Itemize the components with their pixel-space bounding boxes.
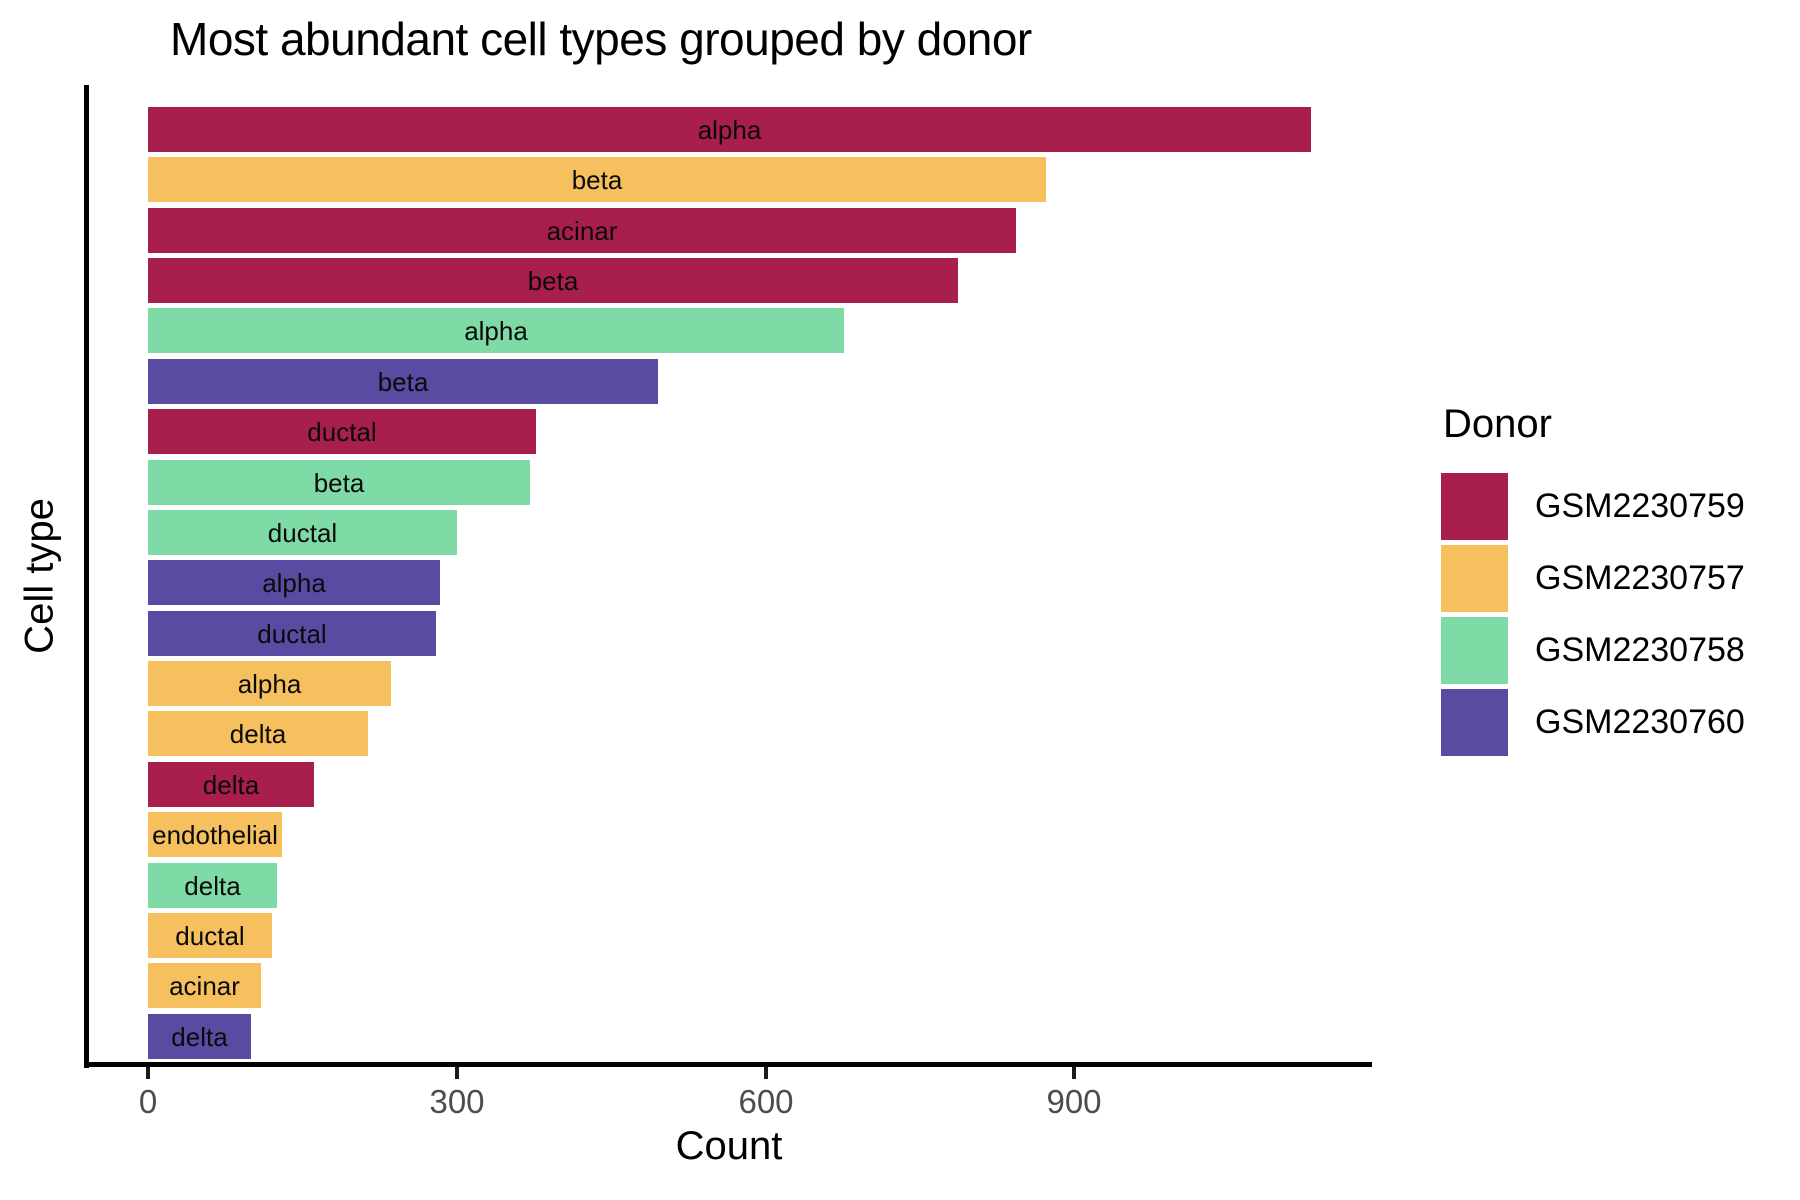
legend-swatch-GSM2230758: [1441, 617, 1508, 684]
bar-beta-GSM2230757: beta: [148, 157, 1046, 202]
bar-label: alpha: [262, 567, 326, 598]
bar-ductal-GSM2230757: ductal: [148, 913, 272, 958]
legend-title: Donor: [1443, 402, 1552, 446]
legend: Donor GSM2230759 GSM2230757 GSM2230758 GSM2…: [1441, 402, 1745, 761]
x-axis-line: [84, 1062, 1372, 1067]
legend-label: GSM2230757: [1535, 559, 1745, 597]
bar-delta-GSM2230760: delta: [148, 1014, 251, 1059]
bar-label: ductal: [267, 517, 338, 548]
bar-label: acinar: [169, 970, 240, 1001]
bar-label: beta: [313, 467, 365, 498]
bar-label: endothelial: [152, 819, 278, 850]
x-tick-mark-600: [764, 1067, 768, 1079]
bar-label: ductal: [175, 920, 245, 951]
bar-beta-GSM2230759: beta: [148, 258, 958, 303]
bar-delta-GSM2230757: delta: [148, 711, 368, 756]
bar-label: alpha: [464, 315, 528, 346]
legend-label: GSM2230759: [1535, 487, 1745, 525]
bar-label: delta: [202, 769, 260, 800]
bar-beta-GSM2230760: beta: [148, 359, 658, 404]
legend-items: GSM2230759 GSM2230757 GSM2230758 GSM2230760: [1441, 473, 1745, 756]
legend-swatch-GSM2230757: [1441, 545, 1508, 612]
x-tick-mark-900: [1072, 1067, 1076, 1079]
bar-label: beta: [571, 164, 623, 195]
x-tick-mark-0: [146, 1067, 150, 1079]
bar-ductal-GSM2230758: ductal: [148, 510, 457, 555]
bar-ductal-GSM2230759: ductal: [148, 409, 536, 454]
bar-label: beta: [377, 366, 429, 397]
bar-acinar-GSM2230759: acinar: [148, 208, 1016, 253]
bar-delta-GSM2230758: delta: [148, 863, 277, 908]
legend-item-GSM2230758: GSM2230758: [1441, 617, 1745, 684]
legend-label: GSM2230758: [1535, 631, 1745, 669]
legend-item-GSM2230760: GSM2230760: [1441, 689, 1745, 756]
x-tick-label-900: 900: [1046, 1083, 1102, 1120]
bar-label: ductal: [307, 416, 377, 447]
bar-label: beta: [527, 265, 579, 296]
bar-label: delta: [229, 718, 287, 749]
bar-endothelial-GSM2230757: endothelial: [148, 812, 282, 857]
legend-item-GSM2230759: GSM2230759: [1441, 473, 1745, 540]
legend-item-GSM2230757: GSM2230757: [1441, 545, 1745, 612]
bar-alpha-GSM2230757: alpha: [148, 661, 391, 706]
bar-alpha-GSM2230759: alpha: [148, 107, 1311, 152]
bar-alpha-GSM2230760: alpha: [148, 560, 440, 605]
bar-ductal-GSM2230760: ductal: [148, 611, 436, 656]
legend-swatch-GSM2230759: [1441, 473, 1508, 540]
x-tick-label-600: 600: [738, 1083, 794, 1120]
bar-delta-GSM2230759: delta: [148, 762, 314, 807]
x-axis-title: Count: [675, 1124, 783, 1168]
bar-label: ductal: [257, 618, 327, 649]
bar-label: alpha: [697, 114, 762, 145]
x-tick-label-0: 0: [138, 1083, 158, 1120]
bar-label: alpha: [237, 668, 302, 699]
legend-label: GSM2230760: [1535, 703, 1745, 741]
y-axis-title: Cell type: [17, 498, 62, 654]
bar-label: delta: [184, 870, 241, 901]
chart-title: Most abundant cell types grouped by dono…: [170, 13, 1032, 65]
x-tick-mark-300: [455, 1067, 459, 1079]
y-axis-line: [84, 85, 89, 1068]
bar-alpha-GSM2230758: alpha: [148, 308, 844, 353]
bar-label: acinar: [546, 215, 618, 246]
legend-swatch-GSM2230760: [1441, 689, 1508, 756]
bar-label: delta: [171, 1021, 228, 1052]
bar-acinar-GSM2230757: acinar: [148, 963, 261, 1008]
x-tick-label-300: 300: [429, 1083, 485, 1120]
bar-beta-GSM2230758: beta: [148, 460, 530, 505]
